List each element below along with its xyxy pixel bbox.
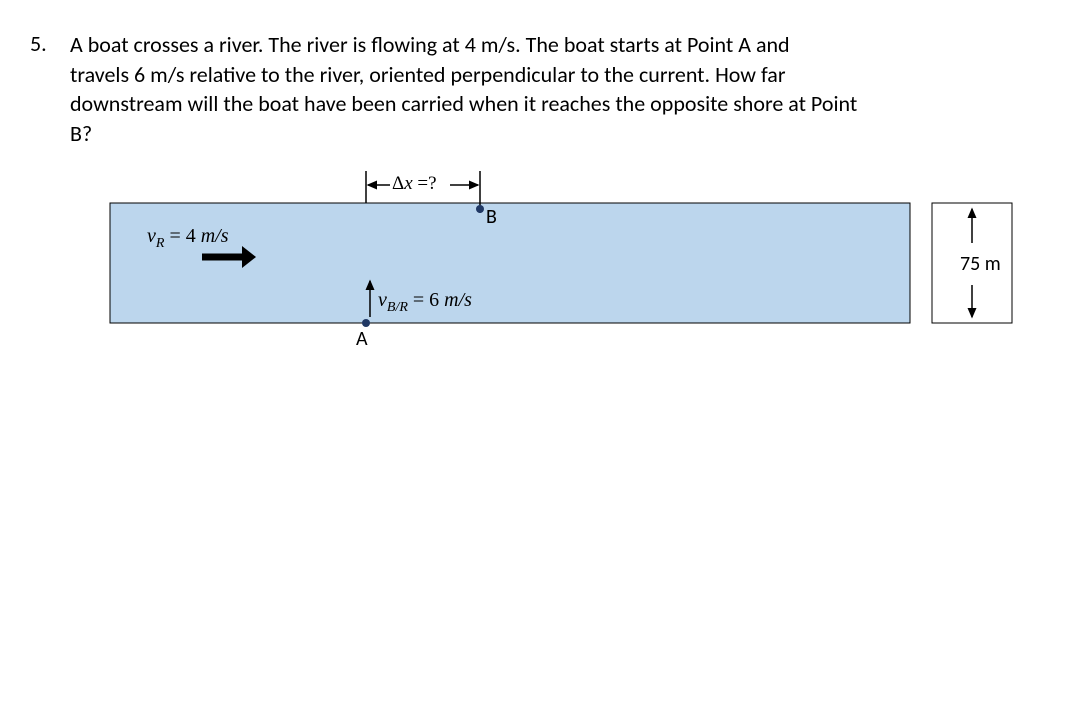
deltax-eq: =? (417, 173, 436, 194)
vr-label: vR = 4 m/s (147, 225, 229, 252)
question-body: A boat crosses a river. The river is flo… (70, 30, 857, 149)
question-line3: downstream will the boat have been carri… (70, 90, 857, 117)
question-line1: A boat crosses a river. The river is flo… (70, 31, 790, 58)
vr-value-num: 4 (186, 225, 201, 247)
vbr-equals: = (408, 289, 429, 311)
vbr-prefix: v (378, 289, 387, 311)
deltax-label: Δx =? (392, 173, 437, 195)
question-text: 5. A boat crosses a river. The river is … (30, 30, 1028, 149)
vbr-value-unit: m/s (444, 289, 472, 311)
point-b-label: B (486, 205, 497, 229)
question-line4: B? (70, 120, 92, 147)
vbr-label: vB/R = 6 m/s (378, 289, 472, 316)
diagram-area: vR = 4 m/s Δx =? B A vB/R = 6 m/s 75 m (82, 171, 1042, 371)
point-b-dot (476, 205, 484, 213)
vr-value-unit: m/s (201, 225, 229, 247)
vr-prefix: v (147, 225, 156, 247)
question-line2: travels 6 m/s relative to the river, ori… (70, 61, 786, 88)
deltax-x: x (404, 173, 417, 194)
point-a-dot (362, 319, 370, 327)
diagram-svg (82, 171, 1042, 371)
question-number: 5. (30, 30, 70, 57)
width-label: 75 m (960, 252, 1001, 276)
vbr-subscript: B/R (387, 300, 408, 315)
deltax-delta: Δ (392, 173, 404, 194)
vr-equals: = (164, 225, 185, 247)
question-container: 5. A boat crosses a river. The river is … (0, 0, 1068, 371)
vbr-value-num: 6 (429, 289, 444, 311)
point-a-label: A (356, 327, 368, 351)
river-rect (110, 203, 910, 323)
